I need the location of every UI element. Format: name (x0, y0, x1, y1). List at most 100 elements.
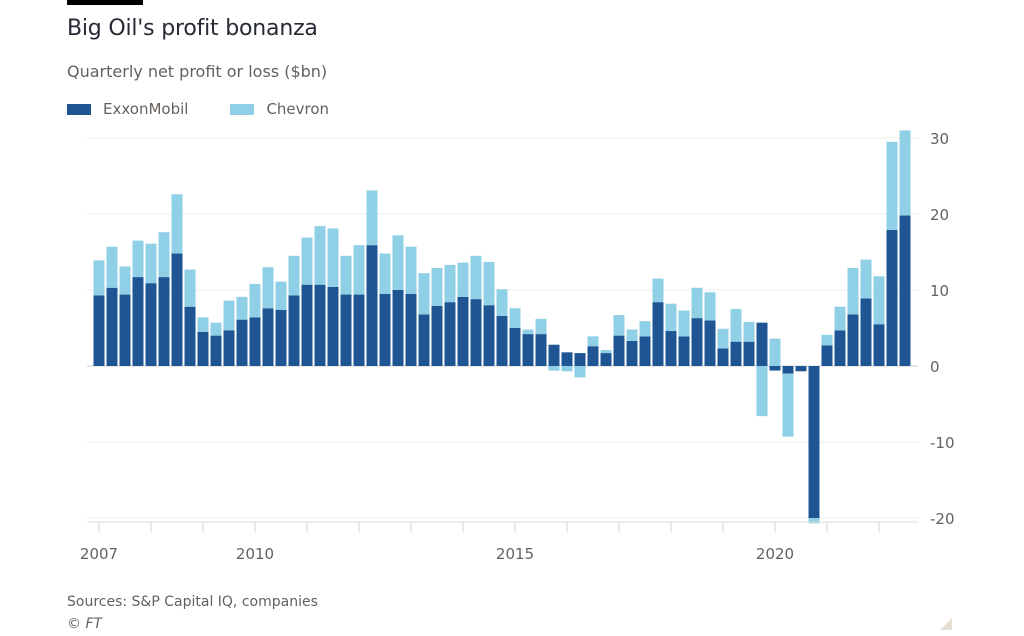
x-tick-label: 2007 (80, 545, 118, 563)
bar-chevron-2013q1 (405, 246, 417, 294)
y-tick-label: 20 (930, 206, 949, 224)
bar-chevron-2012q2 (366, 190, 378, 246)
bar-exxonmobil-2016q2 (574, 353, 586, 366)
y-tick-label: 30 (930, 130, 949, 148)
bar-exxonmobil-2021q2 (834, 330, 846, 366)
bar-chevron-2012q4 (392, 235, 404, 290)
bar-chevron-2017q4 (652, 278, 664, 303)
bar-chevron-2018q4 (704, 292, 716, 321)
bar-chevron-2009q4 (236, 296, 248, 320)
y-tick-label: -20 (930, 510, 955, 528)
bar-exxonmobil-2009q2 (210, 335, 222, 366)
bar-exxonmobil-2019q1 (717, 348, 729, 366)
bar-exxonmobil-2018q3 (691, 318, 703, 366)
legend-item-exxonmobil: ExxonMobil (67, 100, 188, 118)
bar-exxonmobil-2015q3 (535, 334, 547, 366)
bar-chevron-2010q2 (262, 267, 274, 309)
y-tick-label: 0 (930, 358, 940, 376)
y-tick-label: 10 (930, 282, 949, 300)
bar-exxonmobil-2011q3 (327, 286, 339, 366)
bar-chevron-2014q1 (457, 262, 469, 297)
bar-exxonmobil-2012q3 (379, 293, 391, 366)
chart-subtitle: Quarterly net profit or loss ($bn) (67, 62, 328, 81)
bar-chevron-2013q4 (444, 264, 456, 303)
bar-exxonmobil-2010q2 (262, 308, 274, 366)
bar-chevron-2011q2 (314, 226, 326, 285)
bar-exxonmobil-2009q4 (236, 319, 248, 366)
bar-exxonmobil-2020q3 (795, 366, 807, 372)
bar-exxonmobil-2019q2 (730, 341, 742, 366)
legend-item-chevron: Chevron (230, 100, 329, 118)
bar-exxonmobil-2008q1 (145, 283, 157, 366)
bar-exxonmobil-2012q1 (353, 294, 365, 366)
bar-exxonmobil-2010q4 (288, 295, 300, 366)
y-axis: 30 20 10 0 -10 -20 (930, 130, 955, 528)
bar-exxonmobil-2017q4 (652, 302, 664, 366)
bar-chevron-2016q4 (600, 350, 612, 354)
bar-exxonmobil-2017q2 (626, 340, 638, 366)
bar-exxonmobil-2007q1 (93, 295, 105, 366)
bar-exxonmobil-2016q3 (587, 346, 599, 366)
bar-chevron-2014q2 (470, 255, 482, 300)
bar-chevron-2013q2 (418, 273, 430, 315)
bar-chevron-2021q3 (847, 267, 859, 315)
bar-chevron-2015q1 (509, 308, 521, 328)
bar-exxonmobil-2013q4 (444, 302, 456, 366)
bar-chevron-2021q4 (860, 259, 872, 299)
x-axis: 2007 2010 2015 2020 (80, 521, 918, 563)
bar-chevron-2009q1 (197, 317, 209, 332)
bar-exxonmobil-2008q3 (171, 253, 183, 366)
bar-chevron-2018q3 (691, 287, 703, 319)
bar-chevron-2017q1 (613, 315, 625, 336)
bar-chevron-2007q1 (93, 260, 105, 296)
bar-exxonmobil-2013q3 (431, 305, 443, 366)
bar-chevron-2015q4 (548, 366, 560, 371)
bar-chevron-2008q2 (158, 232, 170, 278)
y-tick-label: -10 (930, 434, 955, 452)
bar-exxonmobil-2013q2 (418, 314, 430, 366)
bar-chevron-2022q1 (873, 276, 885, 325)
bar-exxonmobil-2020q2 (782, 366, 794, 374)
bar-chevron-2010q1 (249, 283, 261, 318)
bar-chevron-2010q4 (288, 255, 300, 296)
bar-chevron-2008q4 (184, 269, 196, 307)
bar-exxonmobil-2011q4 (340, 294, 352, 366)
bar-exxonmobil-2014q3 (483, 305, 495, 366)
bar-chevron-2020q1 (769, 338, 781, 366)
bar-chevron-2016q1 (561, 366, 573, 372)
bar-chevron-2012q1 (353, 245, 365, 295)
legend-swatch-exxonmobil (67, 103, 91, 115)
bar-chevron-2019q1 (717, 328, 729, 349)
bar-chevron-2022q3 (899, 130, 911, 216)
bar-exxonmobil-2015q4 (548, 344, 560, 366)
bar-exxonmobil-2021q1 (821, 345, 833, 366)
bar-chevron-2013q3 (431, 267, 443, 306)
resize-handle-icon[interactable] (940, 618, 952, 630)
bar-chevron-2015q3 (535, 318, 547, 335)
bar-exxonmobil-2010q3 (275, 309, 287, 366)
legend: ExxonMobil Chevron (67, 100, 371, 118)
bar-chevron-2016q2 (574, 366, 586, 378)
bar-exxonmobil-2017q3 (639, 336, 651, 366)
bar-exxonmobil-2014q1 (457, 296, 469, 366)
bar-exxonmobil-2007q4 (132, 277, 144, 366)
header-accent-bar (67, 0, 143, 5)
bar-chevron-2020q2 (782, 373, 794, 437)
bar-chevron-2012q3 (379, 253, 391, 294)
bar-exxonmobil-2010q1 (249, 317, 261, 366)
bar-chevron-2022q2 (886, 141, 898, 230)
bar-chevron-2014q4 (496, 289, 508, 316)
bar-exxonmobil-2009q3 (223, 330, 235, 366)
bars (93, 130, 911, 524)
bar-chevron-2015q2 (522, 329, 534, 335)
bar-exxonmobil-2014q4 (496, 315, 508, 366)
bar-chevron-2018q1 (665, 303, 677, 332)
bar-chevron-2014q3 (483, 261, 495, 306)
bar-chevron-2007q2 (106, 246, 118, 288)
bar-chevron-2019q2 (730, 309, 742, 342)
bar-chevron-2008q1 (145, 243, 157, 284)
bar-exxonmobil-2015q2 (522, 334, 534, 366)
bar-exxonmobil-2011q2 (314, 284, 326, 366)
bar-chevron-2009q2 (210, 322, 222, 336)
bar-chevron-2021q2 (834, 306, 846, 331)
